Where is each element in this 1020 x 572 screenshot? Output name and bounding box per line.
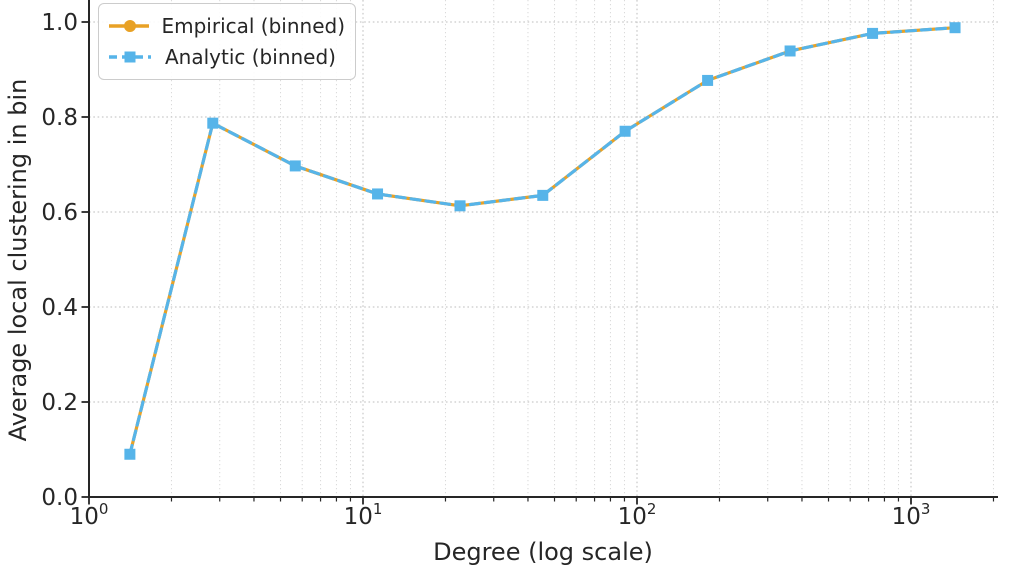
data-point-marker [207,117,219,129]
data-point-marker [949,22,961,34]
y-tick-label: 1.0 [41,10,78,36]
legend-sample-marker [124,51,136,63]
y-tick-label: 0.6 [41,200,78,226]
legend-label-analytic: Analytic (binned) [165,45,336,69]
legend-item-empirical: Empirical (binned) [107,12,345,40]
series-line-1 [128,26,957,456]
grid [89,0,998,497]
empirical-line-sample-icon [109,20,150,32]
x-tick-label: 101 [344,500,383,530]
data-point-marker [454,200,466,212]
data-point-marker [784,45,796,57]
y-axis-label: Average local clustering in bin [4,79,32,442]
data-point-marker [289,160,301,172]
data-point-marker [124,448,136,460]
data-series [124,22,961,460]
legend-item-analytic: Analytic (binned) [107,43,345,71]
legend-label-empirical: Empirical (binned) [161,14,345,38]
data-point-marker [372,188,384,200]
y-tick-label: 0.0 [41,485,78,511]
y-tick-label: 0.8 [41,105,78,131]
data-point-marker [702,74,714,86]
x-tick-label: 102 [618,500,657,530]
axes [81,0,998,505]
legend: Empirical (binned) Analytic (binned) [98,3,356,80]
x-axis-label: Degree (log scale) [433,538,653,566]
data-point-marker [537,189,549,201]
legend-sample-marker [124,20,136,32]
x-tick-label: 103 [892,500,931,530]
data-point-marker [619,125,631,137]
y-tick-label: 0.2 [41,390,78,416]
tick-labels: 100 101 102 103 0.0 0.2 0.4 0.6 0.8 1.0 [41,10,930,530]
x-tick-label: 100 [70,500,109,530]
y-tick-label: 0.4 [41,295,78,321]
analytic-line-sample-icon [109,51,151,63]
data-point-marker [867,27,879,39]
